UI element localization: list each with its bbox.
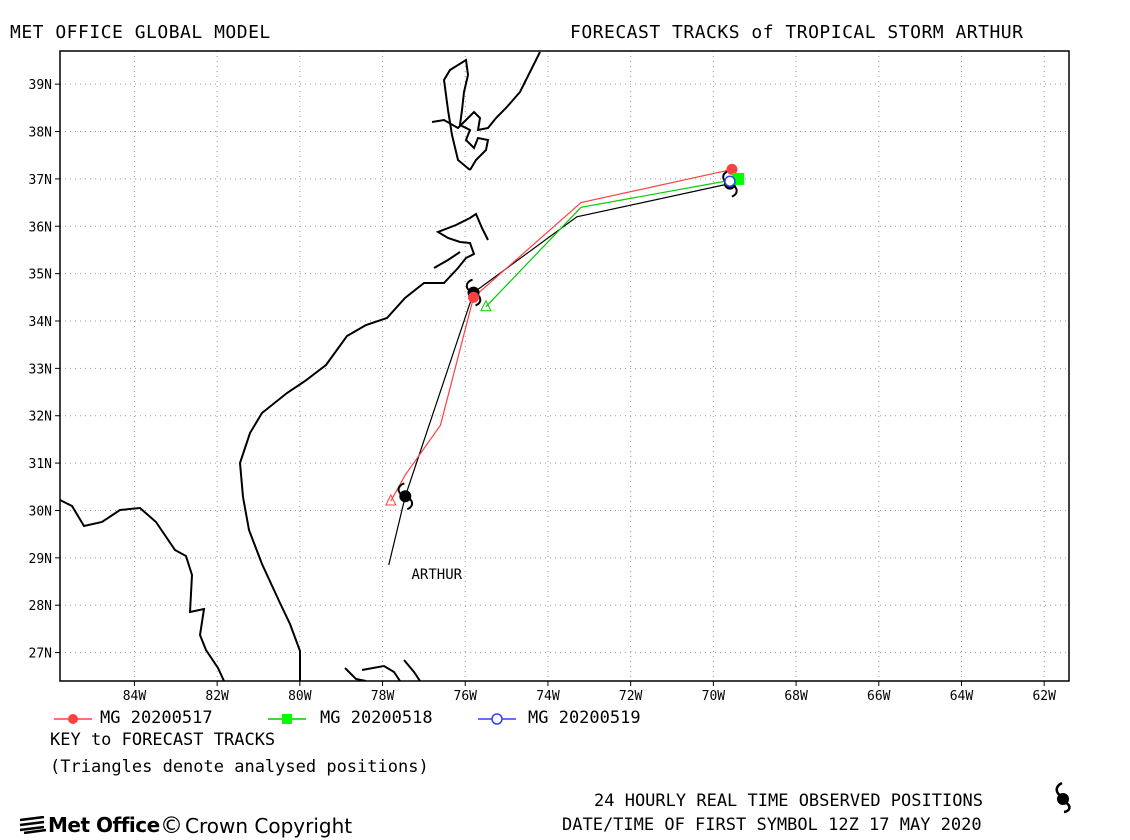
copyright-icon: © [160,813,183,839]
red-circle-marker [468,291,480,303]
storm-symbol-arc [405,496,414,511]
x-tick-label: 84W [123,689,147,700]
green-square-marker [268,714,306,724]
y-tick-label: 36N [29,220,52,235]
blue-open-circle-marker [724,175,736,188]
storm-name-label: ARTHUR [411,567,462,583]
storm-symbol-icon [1055,781,1071,814]
forecast-tracks [385,163,745,566]
observed-storm-symbol [397,482,414,511]
grid-lines [60,51,1069,681]
y-tick-label: 34N [29,315,52,330]
y-tick-label: 30N [29,504,52,519]
x-tick-label: 70W [702,689,726,700]
y-tick-label: 35N [29,268,52,283]
x-tick-label: 66W [867,689,891,700]
y-tick-label: 29N [29,552,52,567]
met-office-wave-icon [19,815,47,835]
met-office-logo: Met Office [18,813,160,837]
brand-name: Met Office [48,813,160,837]
legend-label: MG 20200518 [320,708,433,728]
y-tick-label: 33N [29,362,52,377]
chart-title: FORECAST TRACKS of TROPICAL STORM ARTHUR [570,22,1024,43]
blue-open-circle-marker [478,713,516,725]
analysed-position-triangle [385,493,397,506]
copyright-text: Crown Copyright [185,814,353,838]
y-tick-label: 37N [29,173,52,188]
red-circle-marker [726,163,738,175]
florida-coastline [60,499,225,681]
triangle-note: (Triangles denote analysed positions) [50,757,429,777]
copyright: © Crown Copyright [160,813,352,839]
first-symbol-time: DATE/TIME OF FIRST SYMBOL 12Z 17 MAY 202… [562,815,982,835]
y-tick-label: 39N [29,78,52,93]
east-coastline [238,212,489,681]
red-circle-marker [54,714,92,724]
y-tick-label: 27N [29,647,52,662]
observed-positions-note: 24 HOURLY REAL TIME OBSERVED POSITIONS [594,791,983,811]
axis-tick-labels: 84W 82W 80W 78W 76W 74W 72W 70W 68W 66W 64W 62W 39N 3… [29,78,1057,700]
plot-frame [59,50,1070,682]
x-tick-label: 82W [205,689,229,700]
x-tick-label: 80W [288,689,312,700]
storm-symbol-core [399,490,412,503]
y-tick-label: 31N [29,457,52,472]
analysed-position-triangle [480,299,492,312]
y-tick-label: 28N [29,599,52,614]
track-map: 84W 82W 80W 78W 76W 74W 72W 70W 68W 66W 64W 62W 39N 3… [29,50,1070,700]
legend-label: MG 20200519 [528,708,641,728]
x-tick-label: 72W [619,689,643,700]
x-tick-label: 64W [950,689,974,700]
x-tick-label: 68W [784,689,808,700]
x-tick-label: 78W [371,689,395,700]
outer-banks [433,251,461,269]
x-tick-label: 76W [454,689,478,700]
chesapeake-coastline [442,58,490,171]
y-tick-label: 32N [29,410,52,425]
forecast-track-line [390,168,733,502]
plot-background [60,51,1069,681]
legend-label: MG 20200517 [100,708,213,728]
delmarva-coastline [431,51,541,132]
y-tick-label: 38N [29,126,52,141]
model-title: MET OFFICE GLOBAL MODEL [10,22,271,43]
x-tick-label: 62W [1032,689,1056,700]
forecast-track-line [485,178,739,308]
coastlines [60,51,541,681]
key-title: KEY to FORECAST TRACKS [50,730,276,750]
x-tick-label: 74W [536,689,560,700]
